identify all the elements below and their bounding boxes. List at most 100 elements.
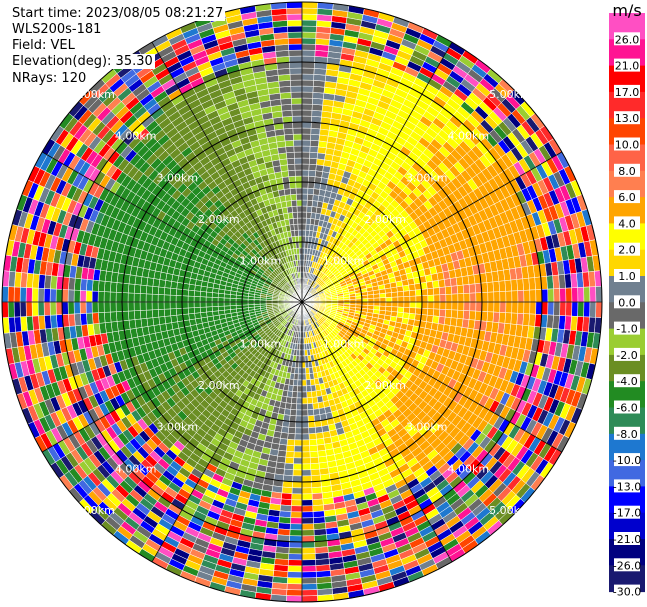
gate (391, 306, 399, 313)
gate (307, 187, 315, 195)
gate (433, 308, 441, 317)
gate (311, 486, 323, 495)
gate (199, 306, 207, 313)
gate (547, 301, 555, 316)
gate (385, 292, 393, 298)
gate (361, 298, 369, 303)
gate (595, 301, 603, 318)
gate (307, 193, 314, 201)
gate (98, 312, 106, 324)
gate (7, 286, 15, 303)
gate (205, 296, 213, 303)
gate (301, 469, 312, 477)
gate (301, 559, 317, 567)
gate (1, 286, 9, 303)
gate (301, 373, 307, 381)
gate (301, 91, 314, 99)
gate (301, 451, 311, 459)
gate (181, 289, 189, 297)
gate (169, 301, 177, 310)
gate (310, 133, 320, 142)
gate (301, 541, 316, 549)
gate (109, 291, 117, 303)
gate (301, 379, 307, 387)
gate (301, 355, 306, 363)
gate (295, 409, 303, 417)
gate (97, 301, 105, 313)
gate (301, 439, 310, 447)
gate (79, 301, 87, 314)
gate (361, 294, 369, 300)
gate (475, 301, 483, 312)
gate (279, 504, 292, 512)
gate (193, 301, 201, 308)
gate (421, 288, 429, 296)
gate (301, 553, 316, 561)
gate (85, 290, 93, 303)
gate (145, 285, 154, 295)
gate (589, 286, 597, 303)
gate (283, 468, 294, 477)
gate (301, 583, 318, 591)
gate (457, 293, 465, 303)
gate (304, 361, 310, 369)
gate (313, 80, 326, 88)
gate (157, 308, 166, 318)
gate (426, 314, 434, 323)
gate (390, 286, 398, 293)
gate (187, 301, 195, 309)
gate (301, 19, 318, 27)
gate (311, 109, 323, 118)
gate (301, 169, 310, 177)
gate (291, 493, 303, 501)
gate (199, 296, 207, 303)
gate (297, 367, 303, 375)
gate (511, 290, 519, 303)
gate (396, 285, 404, 293)
gate (235, 304, 243, 310)
gate (97, 291, 105, 303)
gate (301, 565, 317, 573)
gate (163, 287, 171, 296)
gate (286, 438, 296, 447)
gate (450, 309, 459, 319)
gate (565, 301, 573, 317)
gate (281, 426, 290, 434)
gate (301, 145, 311, 153)
gate (200, 311, 208, 319)
gate (103, 291, 111, 303)
gate (55, 288, 63, 303)
gate (290, 517, 303, 525)
gate (301, 55, 316, 63)
gate (133, 284, 142, 294)
gate (301, 13, 318, 21)
gate (294, 427, 303, 435)
gate (139, 309, 148, 320)
gate (498, 312, 506, 324)
gate (306, 391, 313, 399)
gate (438, 286, 447, 296)
gate (312, 402, 320, 410)
gate (301, 391, 308, 399)
gate (73, 289, 81, 303)
gate (469, 301, 477, 312)
gate (85, 301, 93, 314)
gate (301, 109, 313, 117)
gate (301, 1, 318, 9)
gate (301, 493, 313, 501)
gate (468, 283, 477, 294)
gate (481, 301, 489, 312)
gate (415, 301, 423, 309)
gate (409, 307, 417, 315)
gate (133, 292, 141, 303)
gate (427, 294, 435, 303)
gate (301, 421, 309, 429)
gate (187, 289, 195, 297)
gate (55, 301, 63, 316)
velocity-gates (1, 1, 603, 603)
gate (297, 373, 303, 381)
gate (301, 397, 308, 405)
gate (426, 281, 434, 290)
gate (541, 288, 549, 303)
gate (306, 397, 313, 405)
